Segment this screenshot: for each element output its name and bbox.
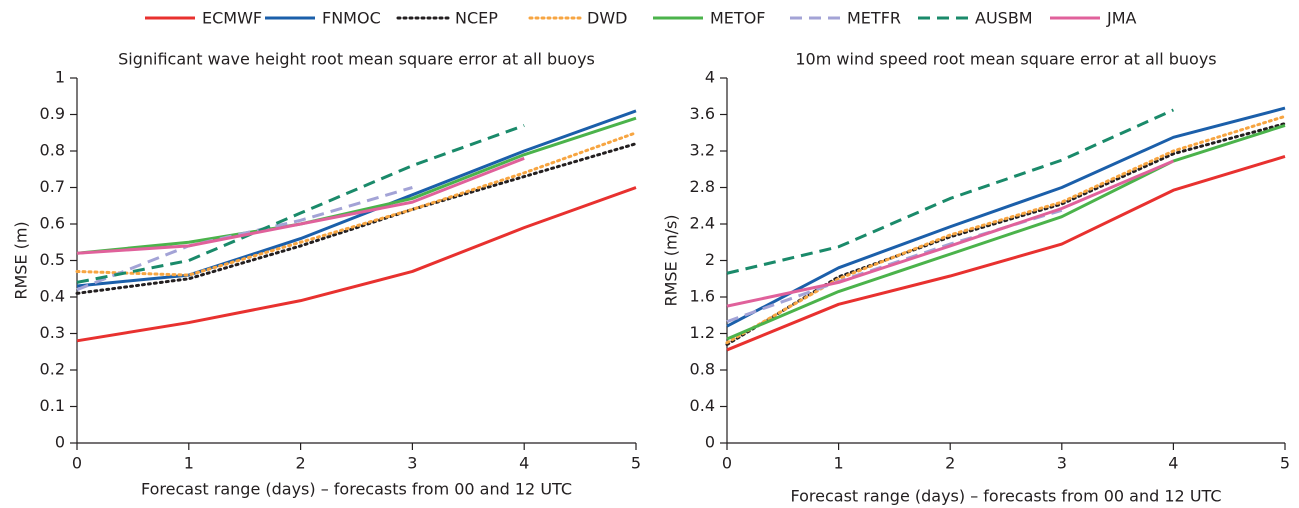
legend-label: JMA bbox=[1106, 9, 1137, 28]
y-axis-label: RMSE (m/s) bbox=[662, 214, 681, 306]
x-tick-label: 5 bbox=[1280, 454, 1290, 473]
y-tick-label: 0.2 bbox=[40, 360, 65, 379]
legend-label: ECMWF bbox=[202, 9, 262, 28]
x-tick-label: 2 bbox=[945, 454, 955, 473]
y-tick-label: 3.2 bbox=[690, 141, 715, 160]
chart-title: 10m wind speed root mean square error at… bbox=[795, 50, 1216, 69]
series-line bbox=[76, 186, 413, 292]
legend-label: DWD bbox=[587, 9, 627, 28]
y-tick-label: 1.6 bbox=[690, 287, 715, 306]
series-line bbox=[726, 155, 1286, 352]
y-tick-label: 0.8 bbox=[690, 360, 715, 379]
y-tick-label: 1 bbox=[55, 68, 65, 87]
y-tick-label: 1.2 bbox=[690, 323, 715, 342]
x-tick-label: 3 bbox=[407, 454, 417, 473]
y-tick-label: 0 bbox=[55, 433, 65, 452]
series-line bbox=[726, 124, 1286, 341]
series-line bbox=[726, 106, 1286, 328]
x-tick-label: 3 bbox=[1057, 454, 1067, 473]
y-tick-label: 0.3 bbox=[40, 323, 65, 342]
x-tick-label: 4 bbox=[1168, 454, 1178, 473]
series-line bbox=[76, 124, 525, 284]
y-tick-label: 0 bbox=[705, 433, 715, 452]
series-line bbox=[726, 108, 1175, 275]
chart-title: Significant wave height root mean square… bbox=[118, 50, 595, 69]
y-tick-label: 0.9 bbox=[40, 104, 65, 123]
x-axis-label: Forecast range (days) – forecasts from 0… bbox=[790, 487, 1221, 506]
x-tick-label: 1 bbox=[184, 454, 194, 473]
y-tick-label: 3.6 bbox=[690, 104, 715, 123]
x-tick-label: 5 bbox=[631, 454, 641, 473]
legend-label: AUSBM bbox=[975, 9, 1033, 28]
series-line bbox=[726, 208, 1063, 324]
series-line bbox=[76, 116, 637, 255]
series-line bbox=[725, 114, 1287, 345]
y-tick-label: 4 bbox=[705, 68, 715, 87]
y-tick-label: 0.4 bbox=[40, 287, 65, 306]
y-tick-label: 0.6 bbox=[40, 214, 65, 233]
legend-label: FNMOC bbox=[322, 9, 381, 28]
legend-label: METFR bbox=[847, 9, 901, 28]
y-tick-label: 2 bbox=[705, 250, 715, 269]
series-line bbox=[76, 156, 525, 255]
y-tick-label: 0.4 bbox=[690, 396, 715, 415]
series-line bbox=[75, 131, 638, 277]
y-tick-label: 0.5 bbox=[40, 250, 65, 269]
y-tick-label: 0.8 bbox=[40, 141, 65, 160]
series-line bbox=[726, 159, 1174, 308]
series-line bbox=[75, 142, 638, 295]
x-tick-label: 0 bbox=[72, 454, 82, 473]
x-tick-label: 2 bbox=[296, 454, 306, 473]
x-tick-label: 0 bbox=[722, 454, 732, 473]
x-tick-label: 4 bbox=[519, 454, 529, 473]
y-axis-label: RMSE (m) bbox=[12, 221, 31, 299]
legend-label: NCEP bbox=[455, 9, 498, 28]
series-line bbox=[76, 186, 637, 343]
x-tick-label: 1 bbox=[834, 454, 844, 473]
y-tick-label: 2.4 bbox=[690, 214, 715, 233]
series-line bbox=[76, 109, 637, 288]
y-tick-label: 0.1 bbox=[40, 396, 65, 415]
y-tick-label: 0.7 bbox=[40, 177, 65, 196]
legend-label: METOF bbox=[710, 9, 765, 28]
x-axis-label: Forecast range (days) – forecasts from 0… bbox=[141, 480, 572, 499]
y-tick-label: 2.8 bbox=[690, 177, 715, 196]
